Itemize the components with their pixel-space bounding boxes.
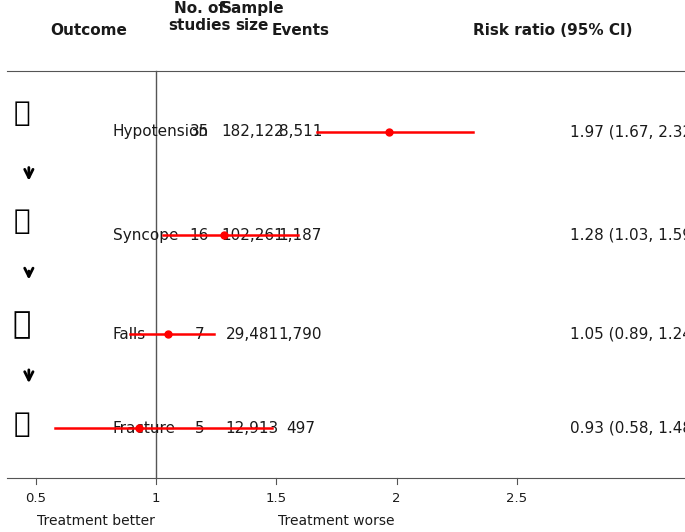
Text: 102,261: 102,261 — [221, 228, 284, 243]
Text: 2: 2 — [393, 492, 401, 505]
Text: No. of
studies: No. of studies — [169, 1, 231, 33]
Text: Falls: Falls — [113, 327, 146, 342]
Text: 1.28 (1.03, 1.59): 1.28 (1.03, 1.59) — [570, 228, 685, 243]
Text: 497: 497 — [286, 421, 315, 436]
Text: 35: 35 — [190, 124, 209, 139]
Text: 8,511: 8,511 — [279, 124, 322, 139]
Text: 1.05 (0.89, 1.24): 1.05 (0.89, 1.24) — [570, 327, 685, 342]
Text: 🧎: 🧎 — [13, 207, 30, 235]
Text: 182,122: 182,122 — [221, 124, 284, 139]
Text: 29,481: 29,481 — [226, 327, 279, 342]
Text: Hypotension: Hypotension — [113, 124, 209, 139]
Text: Treatment better: Treatment better — [37, 514, 155, 528]
Text: 🏃: 🏃 — [12, 310, 31, 339]
Text: Sample
size: Sample size — [221, 1, 284, 33]
Text: 16: 16 — [190, 228, 209, 243]
Text: 1,187: 1,187 — [279, 228, 322, 243]
Text: 🦴: 🦴 — [13, 410, 30, 437]
Text: Syncope: Syncope — [113, 228, 179, 243]
Text: 2.5: 2.5 — [506, 492, 527, 505]
Text: Events: Events — [271, 23, 329, 38]
Text: 7: 7 — [195, 327, 204, 342]
Text: 0.93 (0.58, 1.48): 0.93 (0.58, 1.48) — [570, 421, 685, 436]
Text: Risk ratio (95% CI): Risk ratio (95% CI) — [473, 23, 632, 38]
Text: Outcome: Outcome — [51, 23, 127, 38]
Text: 1.5: 1.5 — [266, 492, 287, 505]
Text: 1.97 (1.67, 2.32): 1.97 (1.67, 2.32) — [570, 124, 685, 139]
Text: 12,913: 12,913 — [226, 421, 279, 436]
Text: 🩺: 🩺 — [13, 99, 30, 127]
Text: 0.5: 0.5 — [25, 492, 47, 505]
Text: 5: 5 — [195, 421, 204, 436]
Text: Fracture: Fracture — [113, 421, 176, 436]
Text: Treatment worse: Treatment worse — [278, 514, 395, 528]
Text: 1,790: 1,790 — [279, 327, 322, 342]
Text: 1: 1 — [152, 492, 160, 505]
